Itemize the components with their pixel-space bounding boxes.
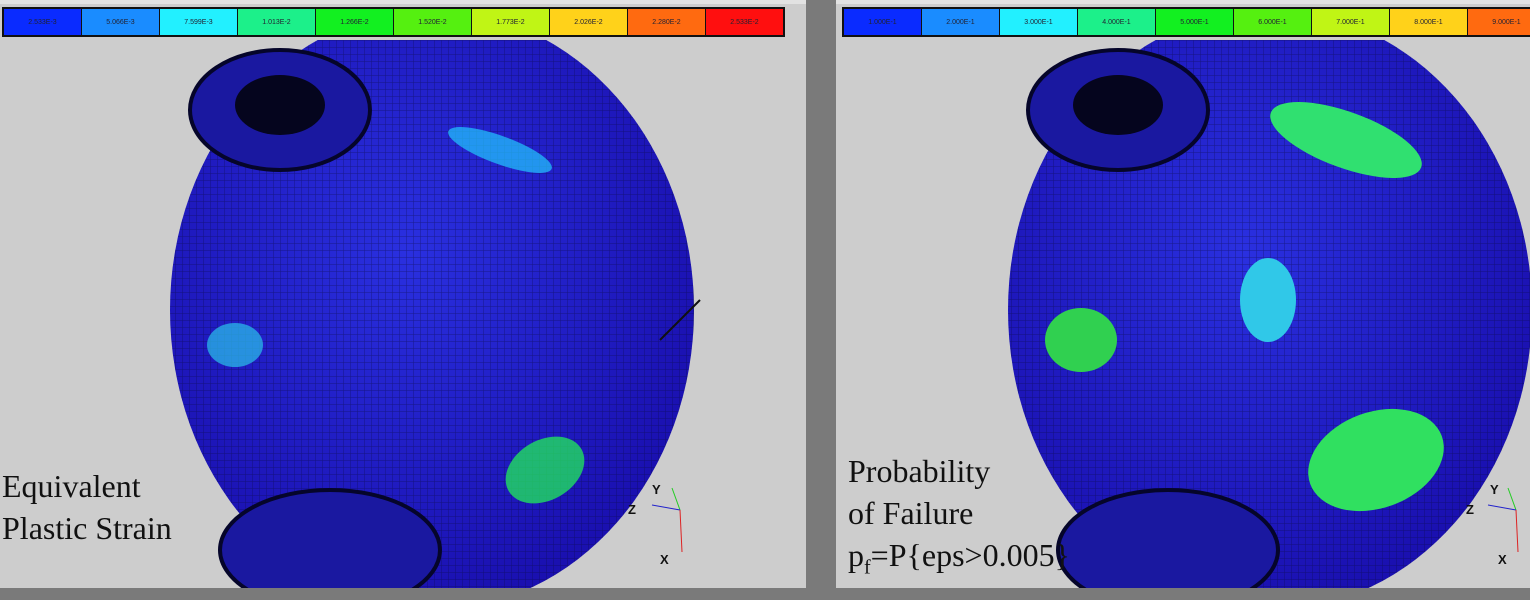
caption: Equivalent Plastic Strain xyxy=(2,465,172,549)
caption-line: Equivalent xyxy=(2,468,141,504)
formula-rest: =P{eps>0.005} xyxy=(870,537,1070,573)
legend-cell: 1.013E-2 xyxy=(238,9,315,35)
legend-cell: 2.000E-1 xyxy=(922,9,999,35)
caption: Probability of Failure pf=P{eps>0.005} xyxy=(848,450,1070,588)
axis-triad-icon xyxy=(651,487,683,553)
legend-cell: 5.066E-3 xyxy=(82,9,159,35)
formula-p: p xyxy=(848,537,864,573)
legend-cell: 2.280E-2 xyxy=(628,9,705,35)
axis-label-y: Y xyxy=(652,482,661,497)
legend-cell: 1.000E-1 xyxy=(844,9,921,35)
axis-triad-icon xyxy=(1487,487,1519,553)
toolbar-strip xyxy=(0,0,806,4)
legend-cell: 2.026E-2 xyxy=(550,9,627,35)
strain-legend: 2.533E-3 5.066E-3 7.599E-3 1.013E-2 1.26… xyxy=(2,7,785,37)
legend-cell: 4.000E-1 xyxy=(1078,9,1155,35)
probability-legend: 1.000E-1 2.000E-1 3.000E-1 4.000E-1 5.00… xyxy=(842,7,1530,37)
caption-line: Plastic Strain xyxy=(2,510,172,546)
caption-line: of Failure xyxy=(848,495,974,531)
legend-cell: 6.000E-1 xyxy=(1234,9,1311,35)
legend-cell: 7.599E-3 xyxy=(160,9,237,35)
toolbar-strip xyxy=(836,0,1530,4)
legend-cell: 1.520E-2 xyxy=(394,9,471,35)
sphere-mesh-strain xyxy=(170,40,701,588)
right-viewport: 1.000E-1 2.000E-1 3.000E-1 4.000E-1 5.00… xyxy=(836,0,1530,588)
axis-label-x: X xyxy=(660,552,669,567)
legend-cell: 3.000E-1 xyxy=(1000,9,1077,35)
legend-cell: 5.000E-1 xyxy=(1156,9,1233,35)
legend-cell: 2.533E-2 xyxy=(706,9,783,35)
sphere-mesh-probability xyxy=(1008,40,1530,588)
legend-cell: 7.000E-1 xyxy=(1312,9,1389,35)
formula-sub: f xyxy=(864,556,871,579)
legend-cell: 9.000E-1 xyxy=(1468,9,1530,35)
axis-label-x: X xyxy=(1498,552,1507,567)
legend-cell: 1.773E-2 xyxy=(472,9,549,35)
legend-cell: 1.266E-2 xyxy=(316,9,393,35)
caption-line: Probability xyxy=(848,453,991,489)
left-viewport: 2.533E-3 5.066E-3 7.599E-3 1.013E-2 1.26… xyxy=(0,0,806,588)
legend-cell: 2.533E-3 xyxy=(4,9,81,35)
axis-label-z: Z xyxy=(1466,502,1474,517)
axis-label-z: Z xyxy=(628,502,636,517)
caption-formula: pf=P{eps>0.005} xyxy=(848,534,1070,588)
legend-cell: 8.000E-1 xyxy=(1390,9,1467,35)
axis-label-y: Y xyxy=(1490,482,1499,497)
